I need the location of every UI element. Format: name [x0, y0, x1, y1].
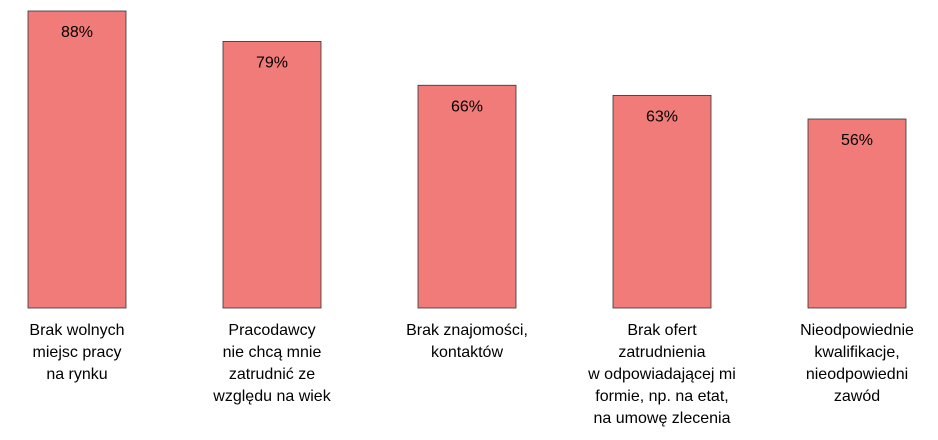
value-label: 79%: [256, 54, 288, 71]
bar: [612, 94, 712, 309]
value-label: 88%: [61, 24, 93, 41]
bar: [27, 10, 127, 309]
value-label: 63%: [646, 108, 678, 125]
category-label: Pracodawcy nie chcą mnie zatrudnić ze wz…: [213, 322, 331, 405]
bar: [807, 118, 907, 309]
category-label: Brak wolnych miejsc pracy na rynku: [29, 322, 125, 383]
category-label: Brak znajomości, kontaktów: [406, 322, 528, 361]
value-label: 66%: [451, 98, 483, 115]
bar: [417, 84, 517, 309]
bar: [222, 40, 322, 309]
category-label: Nieodpowiednie kwalifikacje, nieodpowied…: [800, 322, 914, 405]
value-label: 56%: [841, 132, 873, 149]
category-label: Brak ofert zatrudnienia w odpowiadającej…: [588, 322, 736, 427]
